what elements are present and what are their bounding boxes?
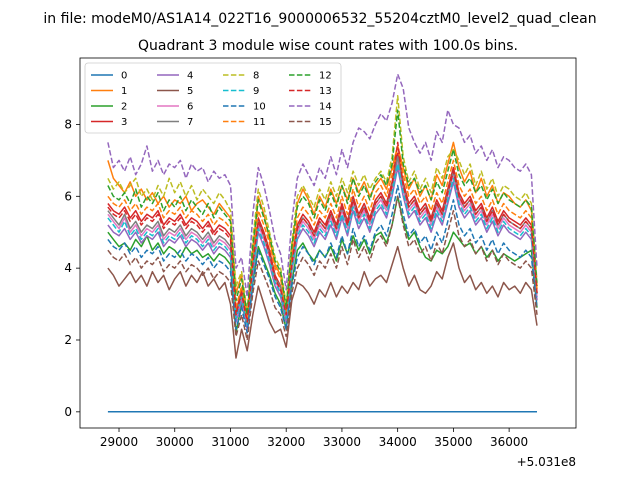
legend-label-7: 7 <box>187 117 193 128</box>
series-line-5 <box>107 242 538 359</box>
series-layer <box>107 73 538 413</box>
y-tick-label: 8 <box>64 117 72 131</box>
series-line-10 <box>107 184 538 334</box>
series-line-12 <box>107 109 538 316</box>
figure-suptitle: in file: modeM0/AS1A14_022T16_9000006532… <box>43 11 596 27</box>
y-tick-label: 2 <box>64 333 72 347</box>
legend-label-4: 4 <box>187 71 193 82</box>
x-tick-label: 36000 <box>490 435 528 449</box>
series-line-15 <box>107 195 538 341</box>
legend-label-8: 8 <box>253 71 259 82</box>
series-line-8 <box>107 94 538 313</box>
series-line-13 <box>107 141 538 323</box>
x-tick-label: 30000 <box>156 435 194 449</box>
legend-label-15: 15 <box>319 117 332 128</box>
legend-label-12: 12 <box>319 71 332 82</box>
x-tick-label: 32000 <box>267 435 305 449</box>
series-line-6 <box>107 159 538 327</box>
legend-label-6: 6 <box>187 102 193 113</box>
legend-label-3: 3 <box>121 117 127 128</box>
x-tick-label: 31000 <box>211 435 249 449</box>
x-tick-label: 33000 <box>323 435 361 449</box>
legend-label-1: 1 <box>121 86 127 97</box>
x-tick-label: 34000 <box>379 435 417 449</box>
chart-title: Quadrant 3 module wise count rates with … <box>138 38 518 54</box>
series-line-14 <box>107 73 538 298</box>
y-tick-label: 0 <box>64 405 72 419</box>
series-line-9 <box>107 163 538 327</box>
x-tick-label: 29000 <box>100 435 138 449</box>
legend-label-0: 0 <box>121 71 127 82</box>
series-line-3 <box>107 152 538 323</box>
series-line-11 <box>107 145 538 320</box>
legend-label-10: 10 <box>253 102 266 113</box>
series-line-4 <box>107 166 538 330</box>
axes-layer: 29000 30000 31000 32000 33000 34000 35000 36000… <box>64 117 528 449</box>
x-offset-text: +5.031e8 <box>517 455 576 469</box>
legend-box <box>84 62 342 134</box>
legend-label-5: 5 <box>187 86 193 97</box>
legend-label-9: 9 <box>253 86 259 97</box>
legend-label-14: 14 <box>319 102 332 113</box>
y-tick-label: 4 <box>64 261 72 275</box>
legend-label-2: 2 <box>121 102 127 113</box>
legend-label-11: 11 <box>253 117 266 128</box>
legend-label-13: 13 <box>319 86 332 97</box>
x-tick-label: 35000 <box>434 435 472 449</box>
series-line-1 <box>107 141 538 320</box>
plot-frame <box>79 57 577 429</box>
y-tick-label: 6 <box>64 189 72 203</box>
